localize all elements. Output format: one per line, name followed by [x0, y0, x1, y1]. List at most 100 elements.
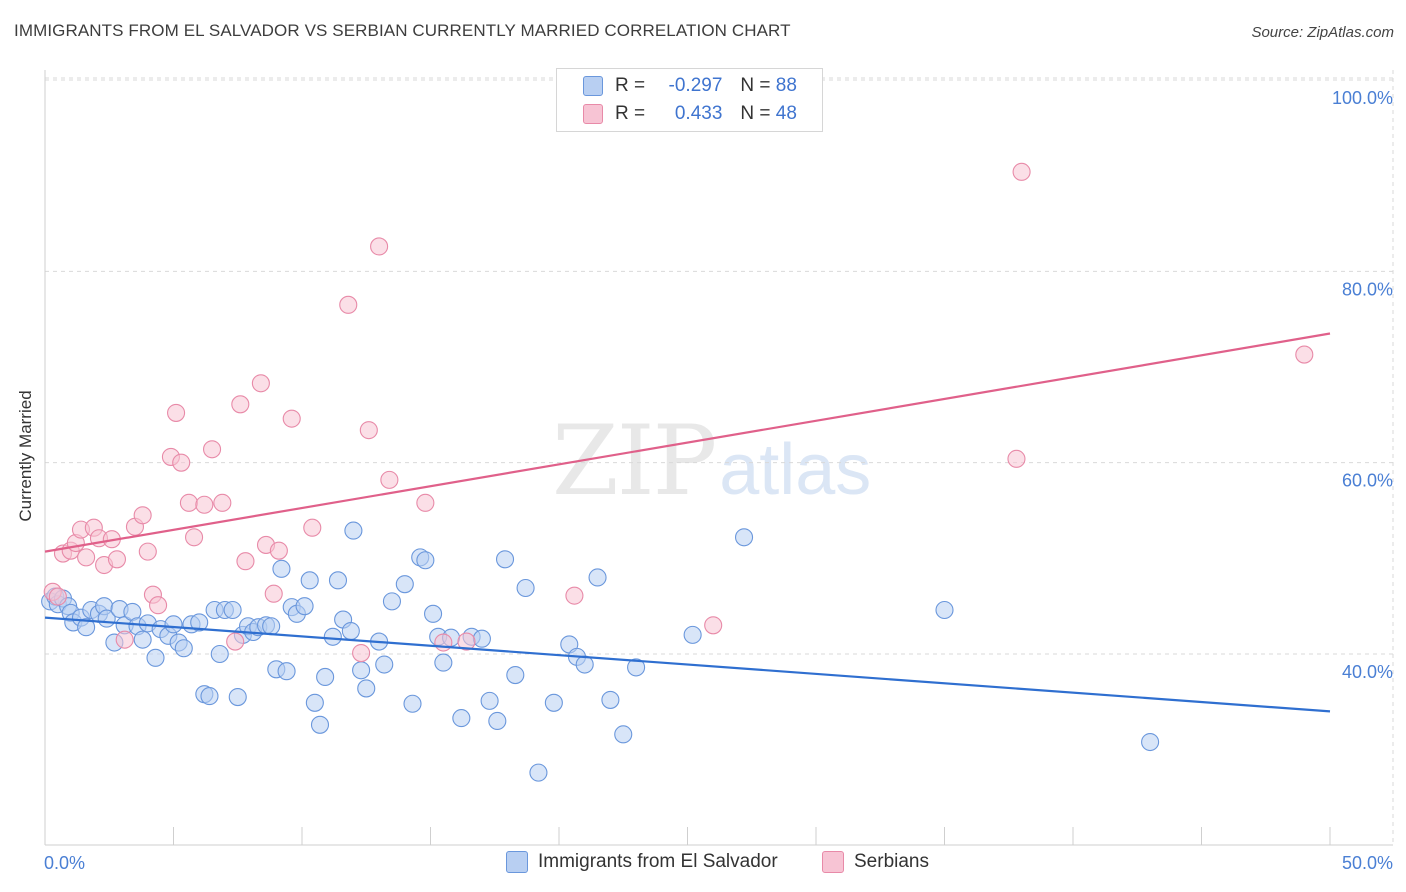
- data-point-serbians: [370, 237, 389, 256]
- data-point-el-salvador: [77, 618, 96, 637]
- data-point-el-salvador: [228, 687, 247, 707]
- data-point-serbians: [203, 440, 222, 459]
- trend-line-el-salvador: [44, 616, 1331, 713]
- legend-n-label: N =: [740, 75, 771, 96]
- legend-row-el-salvador: R = -0.297 N = 88: [583, 73, 797, 99]
- data-point-serbians: [115, 630, 134, 649]
- legend-swatch-blue: [583, 76, 603, 96]
- y-tick-label: 40.0%: [1342, 662, 1393, 682]
- x-tick-label: 50.0%: [1342, 853, 1393, 873]
- data-point-el-salvador: [575, 655, 594, 674]
- data-point-serbians: [434, 633, 453, 652]
- data-point-el-salvador: [495, 550, 515, 569]
- data-point-serbians: [1007, 449, 1026, 468]
- legend-r-label: R =: [615, 75, 646, 96]
- data-point-el-salvador: [300, 571, 319, 590]
- legend-row-serbians: R = 0.433 N = 48: [583, 101, 797, 127]
- trend-line-serbians: [44, 332, 1331, 553]
- data-point-el-salvador: [683, 625, 702, 644]
- legend-r-label: R =: [615, 103, 646, 124]
- data-point-el-salvador: [516, 578, 535, 598]
- data-point-el-salvador: [223, 600, 242, 620]
- data-point-el-salvador: [352, 661, 371, 680]
- data-point-el-salvador: [452, 709, 471, 728]
- legend-r-value: -0.297: [668, 75, 723, 96]
- data-point-el-salvador: [529, 763, 548, 782]
- series-serbians: [43, 162, 1314, 663]
- data-point-serbians: [251, 374, 270, 393]
- data-point-el-salvador: [295, 597, 314, 616]
- tick-labels: 40.0% 60.0% 80.0% 100.0% 0.0% 50.0%: [44, 88, 1393, 873]
- data-point-el-salvador: [627, 658, 646, 677]
- bottom-legend-label: Immigrants from El Salvador: [538, 851, 778, 872]
- data-point-serbians: [167, 403, 186, 422]
- bottom-legend-serbians: Serbians: [822, 851, 929, 873]
- data-point-el-salvador: [544, 693, 563, 712]
- legend-r-value: 0.433: [674, 103, 723, 124]
- data-point-serbians: [416, 493, 435, 512]
- data-point-el-salvador: [480, 691, 499, 710]
- data-point-el-salvador: [323, 627, 342, 646]
- data-point-el-salvador: [164, 615, 183, 634]
- axes: [44, 70, 1393, 846]
- data-point-el-salvador: [262, 617, 281, 636]
- data-point-el-salvador: [146, 648, 165, 667]
- data-point-el-salvador: [310, 715, 330, 734]
- data-point-el-salvador: [133, 630, 152, 649]
- data-point-el-salvador: [375, 655, 394, 674]
- data-point-el-salvador: [200, 687, 219, 706]
- data-point-serbians: [380, 470, 399, 489]
- data-point-serbians: [1012, 162, 1031, 181]
- data-point-serbians: [457, 632, 476, 651]
- data-point-el-salvador: [935, 600, 954, 620]
- data-point-el-salvador: [316, 667, 335, 687]
- data-point-el-salvador: [344, 521, 363, 540]
- chart-title: IMMIGRANTS FROM EL SALVADOR VS SERBIAN C…: [14, 21, 791, 40]
- data-point-serbians: [1295, 345, 1314, 364]
- data-point-el-salvador: [174, 639, 193, 658]
- trend-lines: [44, 332, 1331, 713]
- data-point-el-salvador: [328, 571, 348, 590]
- legend-n-value: 88: [775, 75, 797, 96]
- data-point-el-salvador: [395, 575, 414, 594]
- data-point-serbians: [704, 616, 723, 635]
- data-point-serbians: [179, 493, 198, 512]
- data-point-el-salvador: [1141, 732, 1160, 752]
- data-point-serbians: [282, 409, 301, 428]
- data-point-serbians: [185, 528, 204, 547]
- data-point-el-salvador: [614, 725, 633, 744]
- data-point-serbians: [172, 453, 191, 472]
- data-point-el-salvador: [403, 694, 422, 713]
- series-el-salvador: [41, 521, 1160, 782]
- y-tick-label: 100.0%: [1332, 88, 1393, 108]
- data-point-el-salvador: [434, 653, 453, 672]
- bottom-legend-swatch-pink: [822, 851, 844, 873]
- data-point-el-salvador: [506, 665, 525, 685]
- data-point-el-salvador: [588, 568, 607, 587]
- data-point-el-salvador: [272, 559, 291, 578]
- bottom-legend-label: Serbians: [854, 851, 929, 872]
- y-tick-label: 80.0%: [1342, 279, 1393, 299]
- data-point-serbians: [77, 548, 96, 567]
- data-point-serbians: [236, 552, 255, 571]
- data-point-el-salvador: [382, 592, 402, 611]
- y-tick-label: 60.0%: [1342, 471, 1393, 491]
- source-label: Source: ZipAtlas.com: [1251, 24, 1394, 41]
- data-point-serbians: [339, 295, 358, 314]
- data-point-el-salvador: [416, 551, 435, 570]
- data-point-serbians: [138, 542, 157, 561]
- bottom-legend-el-salvador: Immigrants from El Salvador: [506, 851, 778, 873]
- legend-n-value: 48: [775, 103, 797, 124]
- correlation-legend: R = -0.297 N = 88 R = 0.433 N = 48: [556, 68, 823, 132]
- data-point-el-salvador: [277, 662, 296, 681]
- data-point-serbians: [133, 506, 152, 525]
- gridlines: [45, 70, 1394, 845]
- data-point-el-salvador: [341, 621, 360, 641]
- data-point-el-salvador: [424, 604, 443, 623]
- data-point-el-salvador: [601, 690, 620, 709]
- data-point-el-salvador: [488, 711, 507, 731]
- x-tick-label: 0.0%: [44, 853, 85, 873]
- data-point-serbians: [149, 596, 168, 615]
- data-point-el-salvador: [357, 679, 376, 698]
